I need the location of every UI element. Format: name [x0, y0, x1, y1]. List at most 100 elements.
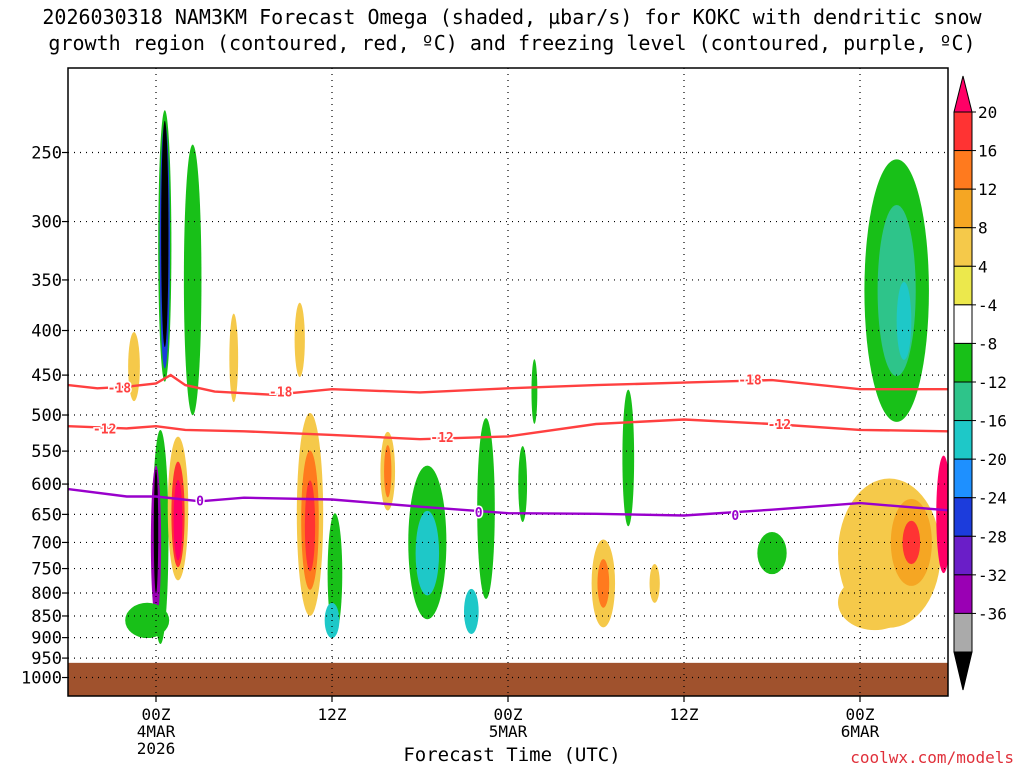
contour-label-4: -12 [430, 431, 453, 446]
contour-label-6: 0 [196, 495, 204, 510]
contour-line-0 [68, 373, 948, 397]
colorbar-label-5: -4 [978, 296, 997, 315]
y-tick-label-700: 700 [31, 533, 62, 553]
colorbar-bin-5 [953, 265, 973, 306]
omega-blob-9 [173, 479, 183, 561]
ground-surface [68, 662, 948, 696]
omega-blob-30 [649, 563, 660, 603]
grid-lines [68, 68, 948, 696]
x-tick-label-4-1: 6MAR [841, 722, 880, 741]
omega-blob-38 [936, 455, 948, 574]
colorbar-label-10: -24 [978, 489, 1007, 508]
contour-label-1: -18 [269, 386, 293, 401]
colorbar-label-6: -8 [978, 334, 997, 353]
y-tick-label-500: 500 [31, 406, 62, 426]
y-tick-label-450: 450 [31, 366, 62, 386]
omega-blob-29 [622, 389, 635, 527]
colorbar-bin-7 [953, 342, 973, 383]
plot-frame [67, 67, 949, 697]
y-tick-label-850: 850 [31, 607, 62, 627]
y-tick-label-600: 600 [31, 475, 62, 495]
x-tick-label-0-0: 00Z [142, 705, 171, 724]
y-tick-label-800: 800 [31, 584, 62, 604]
colorbar-cap-top [953, 75, 973, 113]
omega-blob-39 [838, 574, 912, 631]
colorbar-label-9: -20 [978, 450, 1007, 469]
omega-blob-24 [464, 588, 479, 635]
omega-blob-2 [161, 120, 169, 348]
omega-blob-6 [125, 602, 170, 639]
y-axis-ticks: 2503003504004505005506006507007508008509… [21, 144, 68, 689]
y-tick-label-950: 950 [31, 649, 62, 669]
omega-blob-5 [153, 469, 159, 594]
omega-blob-13 [294, 302, 305, 377]
omega-blob-31 [757, 532, 787, 575]
x-tick-label-4-0: 00Z [846, 705, 875, 724]
contour-label-5: -12 [768, 418, 791, 433]
colorbar-bin-6 [953, 304, 973, 344]
ground-fill [68, 662, 948, 696]
contour-label-7: 0 [475, 506, 483, 521]
contour-label-2: -18 [738, 373, 762, 388]
omega-blob-20 [384, 445, 392, 498]
contour-label-8: 0 [731, 509, 739, 524]
colorbar-bin-4 [953, 227, 973, 267]
colorbar-label-13: -36 [978, 604, 1007, 623]
omega-blob-26 [518, 446, 528, 523]
x-tick-label-1-0: 12Z [318, 705, 347, 724]
colorbar-bin-13 [953, 574, 973, 614]
x-axis-title: Forecast Time (UTC) [403, 744, 621, 766]
omega-blob-34 [896, 281, 912, 360]
colorbar-bin-8 [953, 381, 973, 422]
colorbar-label-1: 16 [978, 142, 997, 161]
x-tick-label-2-1: 5MAR [489, 722, 528, 741]
contour-line-2 [68, 487, 948, 517]
chart-title-line1: 2026030318 NAM3KM Forecast Omega (shaded… [42, 5, 982, 29]
chart-title-line2: growth region (contoured, red, ºC) and f… [48, 31, 976, 55]
colorbar-bin-10 [953, 458, 973, 499]
y-tick-label-1000: 1000 [21, 669, 62, 689]
omega-shading [125, 110, 948, 645]
y-tick-label-650: 650 [31, 505, 62, 525]
colorbar-label-11: -28 [978, 527, 1007, 546]
colorbar-cap-bottom [953, 651, 973, 691]
contour-label-3: -12 [93, 422, 116, 437]
y-tick-label-400: 400 [31, 322, 62, 342]
omega-blob-22 [415, 510, 440, 596]
x-tick-label-0-1: 4MAR [137, 722, 176, 741]
colorbar-bin-11 [953, 497, 973, 537]
colorbar-label-3: 8 [978, 219, 988, 238]
omega-blob-25 [531, 359, 538, 424]
colorbar-label-12: -32 [978, 566, 1007, 585]
contour-label-0: -18 [108, 382, 132, 397]
omega-blob-16 [304, 480, 316, 572]
omega-blob-12 [229, 313, 239, 403]
colorbar-bin-2 [953, 150, 973, 190]
colorbar: 20 16 12 8 4 -4 -8 -12 -16 -20 -24 -28 -32 -36 [953, 75, 1007, 691]
x-tick-label-3-0: 12Z [670, 705, 699, 724]
y-tick-label-250: 250 [31, 144, 62, 164]
colorbar-bin-14 [953, 612, 973, 653]
omega-blob-28 [597, 559, 610, 608]
x-tick-label-2-0: 00Z [494, 705, 523, 724]
omega-blob-11 [128, 332, 140, 402]
credit-link[interactable]: coolwx.com/models [850, 748, 1014, 767]
omega-blob-33 [877, 205, 916, 377]
omega-blob-37 [902, 520, 921, 565]
colorbar-label-7: -12 [978, 373, 1007, 392]
colorbar-label-2: 12 [978, 180, 997, 199]
contour-lines: -18 -18 -18 -12 -12 -12 0 0 0 [68, 372, 948, 525]
omega-blob-10 [183, 144, 202, 416]
colorbar-label-8: -16 [978, 412, 1007, 431]
y-tick-label-350: 350 [31, 271, 62, 291]
colorbar-label-0: 20 [978, 103, 997, 122]
y-tick-label-750: 750 [31, 560, 62, 580]
colorbar-bin-12 [953, 535, 973, 576]
colorbar-bin-9 [953, 420, 973, 460]
y-tick-label-550: 550 [31, 442, 62, 462]
x-tick-label-0-2: 2026 [137, 739, 176, 758]
contour-line-1 [68, 418, 948, 441]
colorbar-label-4: 4 [978, 257, 988, 276]
